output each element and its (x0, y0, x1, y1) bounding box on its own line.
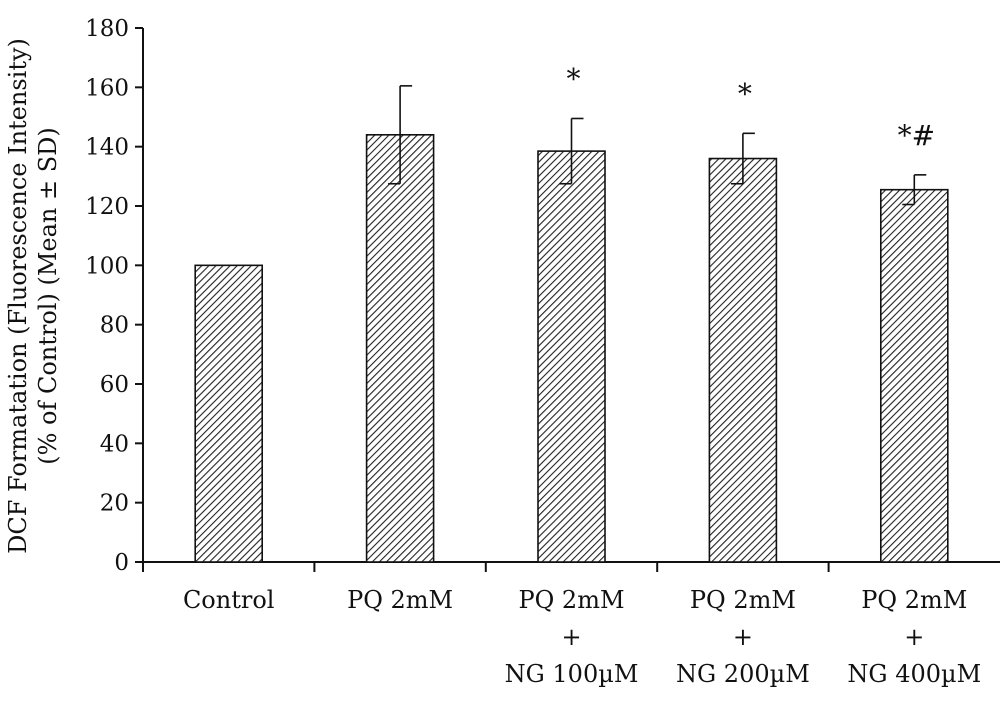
x-category-label: PQ 2mM (347, 586, 453, 614)
y-tick-label: 140 (85, 135, 129, 161)
bar (194, 264, 263, 563)
y-axis-subtitle: (% of Control) (Mean ± SD) (34, 127, 62, 465)
bars-layer (194, 85, 949, 563)
x-category-label: PQ 2mM (690, 586, 796, 614)
y-tick-label: 100 (85, 253, 129, 279)
significance-marker: * (567, 62, 581, 95)
axes-layer (135, 27, 1000, 572)
y-tick-label: 160 (85, 75, 129, 101)
x-category-label: NG 100µM (505, 660, 639, 688)
significance-marker: *# (898, 119, 935, 152)
bar (537, 150, 606, 563)
x-category-label: + (904, 623, 924, 651)
x-category-label: PQ 2mM (861, 586, 967, 614)
y-tick-label: 20 (100, 491, 129, 517)
bar (365, 134, 435, 563)
x-category-label: PQ 2mM (518, 586, 624, 614)
significance-marker: * (738, 77, 752, 110)
x-category-label: + (733, 623, 753, 651)
y-tick-label: 60 (100, 372, 129, 398)
bar (879, 188, 949, 563)
x-category-label: Control (183, 586, 275, 614)
y-axis-title: DCF Formatation (Fluorescence Intensity) (4, 38, 32, 554)
x-category-label: NG 400µM (847, 660, 981, 688)
y-tick-label: 80 (100, 313, 129, 339)
y-tick-label: 0 (114, 550, 129, 576)
y-tick-label: 120 (85, 194, 129, 220)
bar (708, 157, 778, 563)
labels-layer: 0 20 40 60 80 100 120 140 160 180 Control PQ 2mM * PQ… (4, 16, 981, 688)
x-category-label: NG 200µM (676, 660, 810, 688)
y-tick-label: 40 (100, 431, 129, 457)
x-category-label: + (561, 623, 581, 651)
y-tick-label: 180 (85, 16, 129, 42)
